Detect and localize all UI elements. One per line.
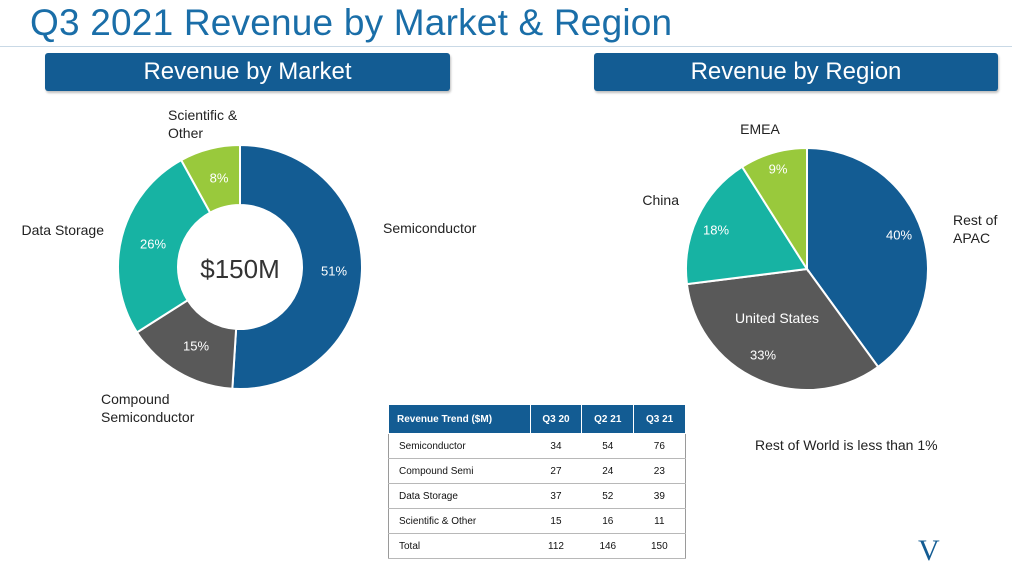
table-header-cell: Q2 21 <box>581 404 635 434</box>
logo-mark: V <box>918 534 940 567</box>
table-cell: 24 <box>581 458 634 484</box>
table-cell: 37 <box>530 483 582 509</box>
page-title: Q3 2021 Revenue by Market & Region <box>30 2 673 43</box>
table-row: Compound Semi 27 24 23 <box>388 458 686 484</box>
table-cell: 23 <box>633 458 686 484</box>
table-row: Scientific & Other 15 16 11 <box>388 508 686 534</box>
table-cell: 39 <box>633 483 686 509</box>
slice-united-states <box>685 267 880 391</box>
region-chart-header: Revenue by Region <box>594 53 998 91</box>
table-cell: 54 <box>581 433 634 459</box>
slice-category-label: Semiconductor <box>383 220 477 236</box>
donut-center-total: $150M <box>200 254 280 284</box>
slice-scientific-other <box>179 143 241 215</box>
table-cell: Scientific & Other <box>388 508 531 534</box>
table-cell: 15 <box>530 508 582 534</box>
table-header-cell: Q3 20 <box>529 404 583 434</box>
table-cell: 146 <box>581 533 634 559</box>
table-cell: Total <box>388 533 531 559</box>
rest-of-world-note: Rest of World is less than 1% <box>755 437 938 453</box>
table-cell: 27 <box>530 458 582 484</box>
slice-category-label: EMEA <box>740 121 780 137</box>
title-divider <box>0 46 1012 47</box>
slice-category-label: Data Storage <box>22 222 105 238</box>
table-cell: Data Storage <box>388 483 531 509</box>
table-cell: 150 <box>633 533 686 559</box>
slice-value-label: 8% <box>210 170 229 185</box>
slice-rest-of-apac <box>806 146 929 369</box>
slice-value-label: 33% <box>750 347 776 362</box>
table-cell: Compound Semi <box>388 458 531 484</box>
table-header-row: Revenue Trend ($M) Q3 20 Q2 21 Q3 21 <box>388 404 686 434</box>
market-chart-header: Revenue by Market <box>45 53 450 91</box>
slice-value-label: 40% <box>886 227 912 242</box>
table-cell: 11 <box>633 508 686 534</box>
slice-semiconductor <box>231 143 364 390</box>
slice-china <box>685 165 809 286</box>
slice-value-label: 26% <box>140 236 166 251</box>
table-cell: 34 <box>530 433 582 459</box>
slice-emea <box>740 146 808 273</box>
slice-category-label: China <box>642 192 679 208</box>
slice-value-label: 18% <box>703 222 729 237</box>
slice-category-label: Compound Semiconductor <box>101 391 195 425</box>
slice-category-label: Rest of APAC <box>953 212 997 246</box>
table-row: Semiconductor 34 54 76 <box>388 433 686 459</box>
table-row: Total 112 146 150 <box>388 533 686 559</box>
revenue-trend-table: Revenue Trend ($M) Q3 20 Q2 21 Q3 21 Sem… <box>388 404 686 559</box>
table-row: Data Storage 37 52 39 <box>388 483 686 509</box>
slice-value-label: 15% <box>183 338 209 353</box>
slice-category-label: Scientific & Other <box>168 107 238 141</box>
slice-data-storage <box>117 158 212 334</box>
slice-value-label: 9% <box>769 161 788 176</box>
table-cell: 52 <box>581 483 634 509</box>
slice-value-label: 51% <box>321 263 347 278</box>
table-header-cell: Q3 21 <box>633 404 686 434</box>
table-cell: 76 <box>633 433 686 459</box>
table-header-cell: Revenue Trend ($M) <box>388 404 531 434</box>
table-cell: 112 <box>530 533 582 559</box>
table-cell: Semiconductor <box>388 433 531 459</box>
table-cell: 16 <box>581 508 634 534</box>
slice-category-label: United States <box>735 310 819 326</box>
